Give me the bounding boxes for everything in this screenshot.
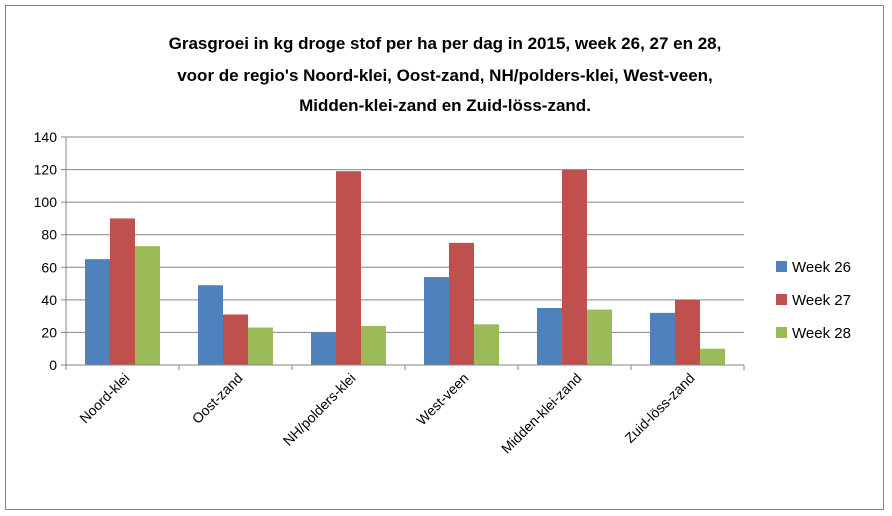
y-tick-label: 120 (34, 162, 58, 178)
bar-week-26-5 (650, 312, 675, 365)
bar-week-26-0 (85, 259, 110, 365)
bar-week-27-3 (449, 242, 474, 365)
legend-label: Week 28 (792, 325, 851, 342)
y-tick-label: 0 (49, 357, 57, 373)
legend-swatch (776, 294, 787, 305)
bar-week-27-2 (336, 171, 361, 365)
x-tick-label: Noord-klei (76, 370, 132, 426)
bar-week-28-4 (587, 309, 612, 365)
bar-week-27-1 (223, 314, 248, 365)
axes (65, 137, 745, 370)
bar-week-26-1 (198, 285, 223, 365)
bar-week-26-3 (424, 277, 449, 365)
y-tick-label: 20 (41, 324, 57, 340)
x-tick-label: NH/polders-klei (280, 370, 359, 449)
y-tick-label: 140 (34, 129, 58, 145)
x-tick-label: Oost-zand (189, 370, 246, 427)
legend-swatch (776, 327, 787, 338)
x-tick-label: West-veen (413, 370, 471, 428)
bar-week-26-4 (537, 308, 562, 365)
y-axis-ticks: 0 20 40 60 80 100 120 140 (34, 129, 66, 373)
bar-week-27-0 (110, 218, 135, 365)
bar-week-28-3 (474, 324, 499, 365)
bar-week-28-0 (135, 246, 160, 365)
bar-week-28-1 (248, 327, 273, 365)
x-tick-label: Midden-klei-zand (498, 370, 585, 457)
bar-week-28-2 (361, 325, 386, 365)
x-tick-label: Zuid-löss-zand (621, 370, 697, 446)
bar-week-27-5 (675, 299, 700, 365)
chart-frame: Grasgroei in kg droge stof per ha per da… (5, 5, 884, 510)
y-tick-label: 60 (41, 259, 57, 275)
gridlines (66, 136, 744, 333)
bars (85, 169, 725, 365)
chart-title-line: Midden-klei-zand en Zuid-löss-zand. (299, 96, 591, 115)
chart-title-line: voor de regio's Noord-klei, Oost-zand, N… (177, 66, 713, 85)
chart-title-line: Grasgroei in kg droge stof per ha per da… (169, 34, 722, 53)
bar-chart: Grasgroei in kg droge stof per ha per da… (34, 34, 851, 457)
bar-week-26-2 (311, 332, 336, 365)
bar-week-27-4 (562, 169, 587, 365)
y-tick-label: 80 (41, 227, 57, 243)
legend: Week 26 Week 27 Week 28 (776, 259, 851, 342)
bar-week-28-5 (700, 348, 725, 365)
y-tick-label: 100 (34, 194, 58, 210)
legend-swatch (776, 261, 787, 272)
chart-title: Grasgroei in kg droge stof per ha per da… (169, 34, 722, 115)
legend-label: Week 26 (792, 259, 851, 276)
x-axis-labels: Noord-klei Oost-zand NH/polders-klei West-v… (76, 370, 697, 457)
legend-label: Week 27 (792, 292, 851, 309)
y-tick-label: 40 (41, 292, 57, 308)
